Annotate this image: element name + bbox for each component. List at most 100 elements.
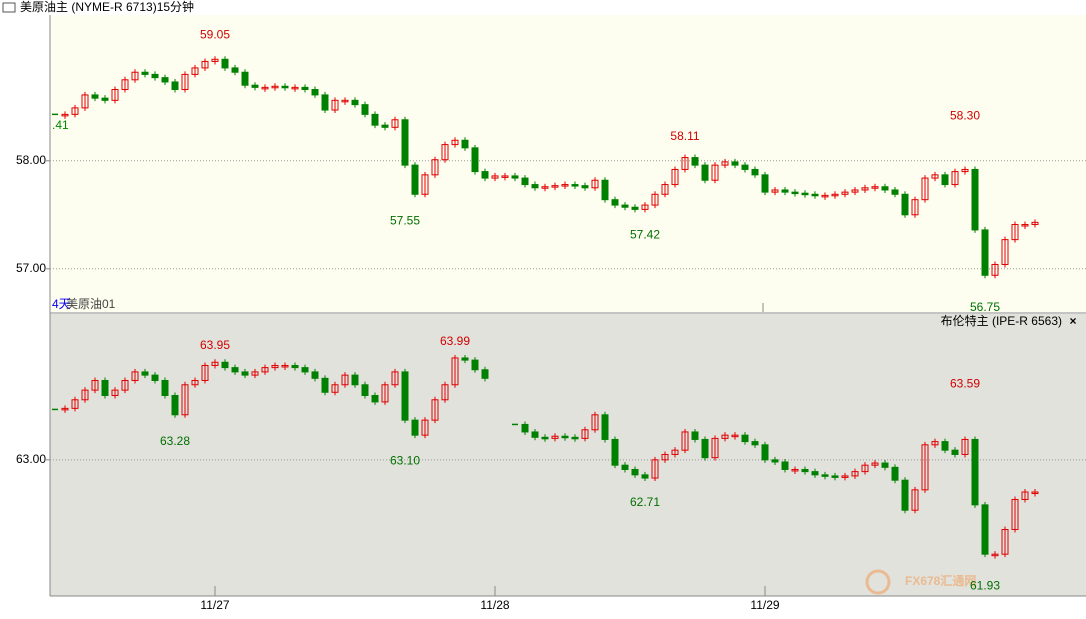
candle bbox=[231, 67, 239, 73]
candle bbox=[331, 99, 339, 111]
x-tick-label: 11/28 bbox=[480, 598, 509, 612]
candle bbox=[101, 379, 109, 396]
candle bbox=[511, 175, 519, 179]
close-button[interactable]: × bbox=[1069, 314, 1076, 328]
candle bbox=[871, 462, 879, 466]
candle bbox=[631, 468, 639, 476]
candle bbox=[721, 434, 729, 439]
candle bbox=[941, 441, 949, 451]
candle bbox=[521, 177, 529, 186]
candle bbox=[561, 184, 569, 187]
candle bbox=[491, 175, 499, 179]
candle bbox=[971, 168, 979, 231]
y-tick-label: 57.00 bbox=[16, 261, 46, 275]
candle bbox=[751, 441, 759, 446]
annotation: 58.11 bbox=[670, 129, 699, 143]
candle bbox=[371, 394, 379, 403]
candle bbox=[91, 379, 99, 391]
panel-title: 布伦特主 (IPE-R 6563) bbox=[941, 313, 1062, 328]
candle bbox=[851, 471, 859, 477]
candle bbox=[521, 423, 529, 433]
x-tick-label: 11/29 bbox=[750, 598, 779, 612]
candle bbox=[391, 371, 399, 386]
candle bbox=[741, 434, 749, 443]
annotation: 62.71 bbox=[630, 495, 660, 509]
candle bbox=[651, 193, 659, 206]
candle bbox=[281, 364, 289, 368]
candle bbox=[71, 107, 79, 115]
candle bbox=[461, 139, 469, 149]
candle bbox=[541, 436, 549, 440]
candle bbox=[61, 113, 69, 117]
candle bbox=[981, 229, 989, 276]
candle bbox=[91, 94, 99, 99]
menu-icon[interactable] bbox=[2, 2, 16, 13]
candle bbox=[111, 389, 119, 396]
watermark: FX678汇通网 bbox=[905, 573, 976, 588]
candle bbox=[941, 174, 949, 186]
candle bbox=[731, 434, 739, 438]
candle bbox=[691, 157, 699, 166]
candle bbox=[81, 389, 89, 401]
candle bbox=[621, 204, 629, 208]
candle bbox=[701, 438, 709, 459]
candle bbox=[311, 371, 319, 379]
candle bbox=[471, 147, 479, 173]
candle bbox=[711, 437, 719, 459]
candle bbox=[481, 369, 489, 379]
candle bbox=[591, 414, 599, 431]
candle bbox=[771, 189, 779, 193]
candle bbox=[1011, 224, 1019, 241]
candle bbox=[291, 364, 299, 369]
candle bbox=[151, 73, 159, 79]
candle bbox=[791, 191, 799, 195]
candle bbox=[351, 374, 359, 386]
candle bbox=[481, 171, 489, 179]
annotation: 63.59 bbox=[950, 377, 980, 391]
candle bbox=[711, 164, 719, 181]
annotation: 63.28 bbox=[160, 434, 190, 448]
candle bbox=[661, 453, 669, 461]
annotation: 59.05 bbox=[200, 28, 230, 42]
candle bbox=[411, 419, 419, 436]
candle bbox=[921, 177, 929, 201]
candle bbox=[101, 97, 109, 101]
candle bbox=[811, 471, 819, 476]
candle bbox=[801, 468, 809, 473]
candle bbox=[371, 113, 379, 126]
candle bbox=[201, 364, 209, 381]
panel-bottom bbox=[50, 314, 1086, 596]
candle bbox=[161, 379, 169, 396]
candle bbox=[291, 86, 299, 90]
candle bbox=[141, 371, 149, 376]
candle bbox=[891, 189, 899, 195]
candle bbox=[421, 419, 429, 436]
candle bbox=[891, 466, 899, 481]
candle bbox=[931, 174, 939, 179]
candle bbox=[671, 449, 679, 455]
candle bbox=[381, 124, 389, 128]
candle bbox=[881, 462, 889, 468]
candle bbox=[951, 449, 959, 455]
candle bbox=[631, 206, 639, 210]
candle bbox=[61, 407, 69, 411]
candle bbox=[861, 464, 869, 473]
candle bbox=[271, 364, 279, 369]
candle bbox=[781, 189, 789, 193]
candle bbox=[761, 444, 769, 461]
candle bbox=[181, 384, 189, 416]
candle bbox=[541, 186, 549, 189]
candle bbox=[401, 371, 409, 421]
candle bbox=[721, 161, 729, 166]
candle bbox=[151, 374, 159, 381]
candle bbox=[531, 431, 539, 438]
candle bbox=[121, 379, 129, 391]
candle bbox=[761, 174, 769, 193]
watermark-logo bbox=[865, 569, 891, 595]
candle bbox=[921, 444, 929, 491]
chart-title: 美原油主 (NYME-R 6713)15分钟 bbox=[20, 0, 194, 14]
candle bbox=[361, 104, 369, 115]
candle bbox=[791, 468, 799, 472]
candle bbox=[561, 435, 569, 439]
annotation: 56.75 bbox=[970, 300, 1000, 314]
